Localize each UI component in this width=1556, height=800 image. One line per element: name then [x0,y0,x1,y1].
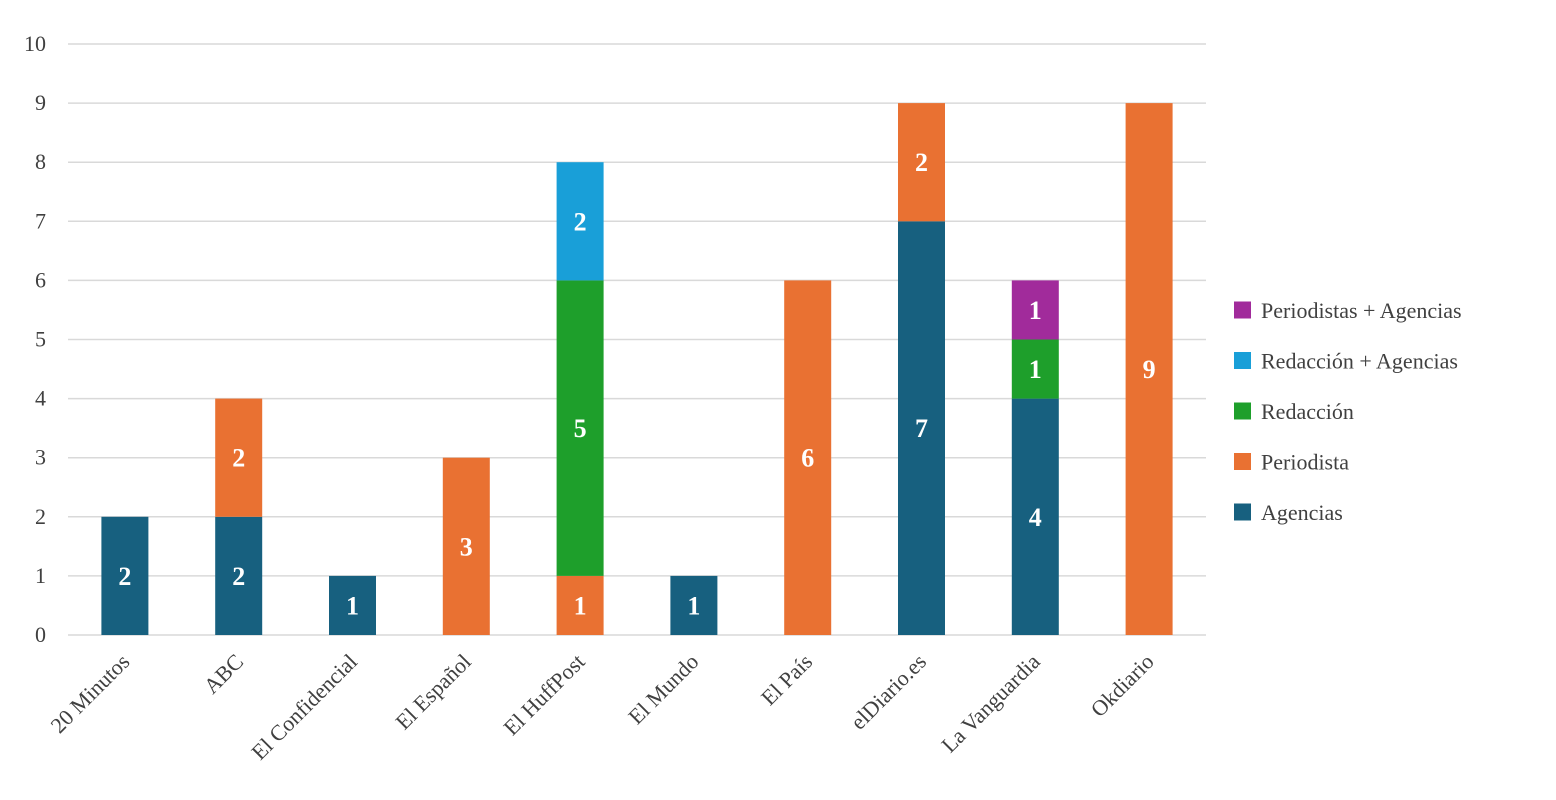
legend-label: Periodistas + Agencias [1261,298,1462,323]
x-tick-label: 20 Minutos [45,649,134,738]
y-tick-label: 0 [35,622,46,647]
data-label: 5 [574,414,587,443]
legend-swatch [1234,301,1251,319]
bar-segment [215,516,263,635]
legend-swatch [1234,503,1251,521]
bar-segment [1011,280,1059,340]
data-label: 1 [1029,355,1042,384]
legend-label: Periodista [1261,450,1349,475]
legend-swatch [1234,402,1251,420]
data-label: 1 [687,591,700,620]
bar-segment [556,575,604,635]
y-tick-label: 2 [35,504,46,529]
x-tick-label: La Vanguardia [936,649,1045,758]
bar-segment [670,575,718,635]
bar-segment [784,280,832,635]
x-tick-label: El Español [390,649,476,735]
legend-label: Redacción + Agencias [1261,349,1458,374]
x-tick-label: El Confidencial [246,649,362,765]
bar-segment [1011,398,1059,635]
data-label: 1 [346,591,359,620]
data-label: 1 [574,591,587,620]
y-tick-label: 9 [35,90,46,115]
y-tick-label: 8 [35,149,46,174]
x-tick-label: Okdiario [1086,649,1159,722]
legend-swatch [1234,352,1251,369]
x-tick-label: El HuffPost [498,649,589,740]
data-label: 9 [1143,355,1156,384]
x-tick-label: El Mundo [623,649,703,729]
bar-segment [898,221,945,636]
bar-segment [1125,103,1173,636]
bar-segment [1011,339,1059,399]
legend-label: Agencias [1261,500,1343,525]
x-tick-label: elDiario.es [846,649,931,734]
legend-label: Redacción [1261,399,1354,424]
data-label: 2 [915,148,928,177]
x-tick-label: El País [756,649,817,710]
bar-segment [556,162,604,281]
bar-segment [898,103,945,222]
data-label: 3 [460,532,473,561]
y-tick-label: 1 [35,563,46,588]
data-label: 1 [1029,296,1042,325]
data-labels: 2 2 2 1 3 1 5 2 1 6 7 2 4 1 1 9 [118,148,1155,620]
y-tick-label: 4 [35,386,46,411]
bar-segment [101,516,149,635]
data-label: 7 [915,414,928,443]
data-label: 2 [118,562,131,591]
legend: Periodistas + Agencias Redacción + Agenci… [1234,298,1462,525]
y-tick-label: 10 [24,31,46,56]
data-label: 6 [801,444,814,473]
data-label: 2 [232,562,245,591]
bar-segment [215,398,263,517]
x-tick-label: ABC [199,649,249,699]
data-label: 2 [574,207,587,236]
bar-segment [556,280,604,576]
bars [101,103,1173,636]
y-tick-label: 5 [35,327,46,352]
bar-segment [442,457,490,635]
y-axis-ticks: 0 1 2 3 4 5 6 7 8 9 10 [24,31,46,647]
bar-segment [329,575,376,635]
y-tick-label: 7 [35,208,46,233]
y-tick-label: 6 [35,267,46,292]
data-label: 2 [232,444,245,473]
data-label: 4 [1029,503,1042,532]
legend-swatch [1234,453,1251,470]
y-tick-label: 3 [35,445,46,470]
